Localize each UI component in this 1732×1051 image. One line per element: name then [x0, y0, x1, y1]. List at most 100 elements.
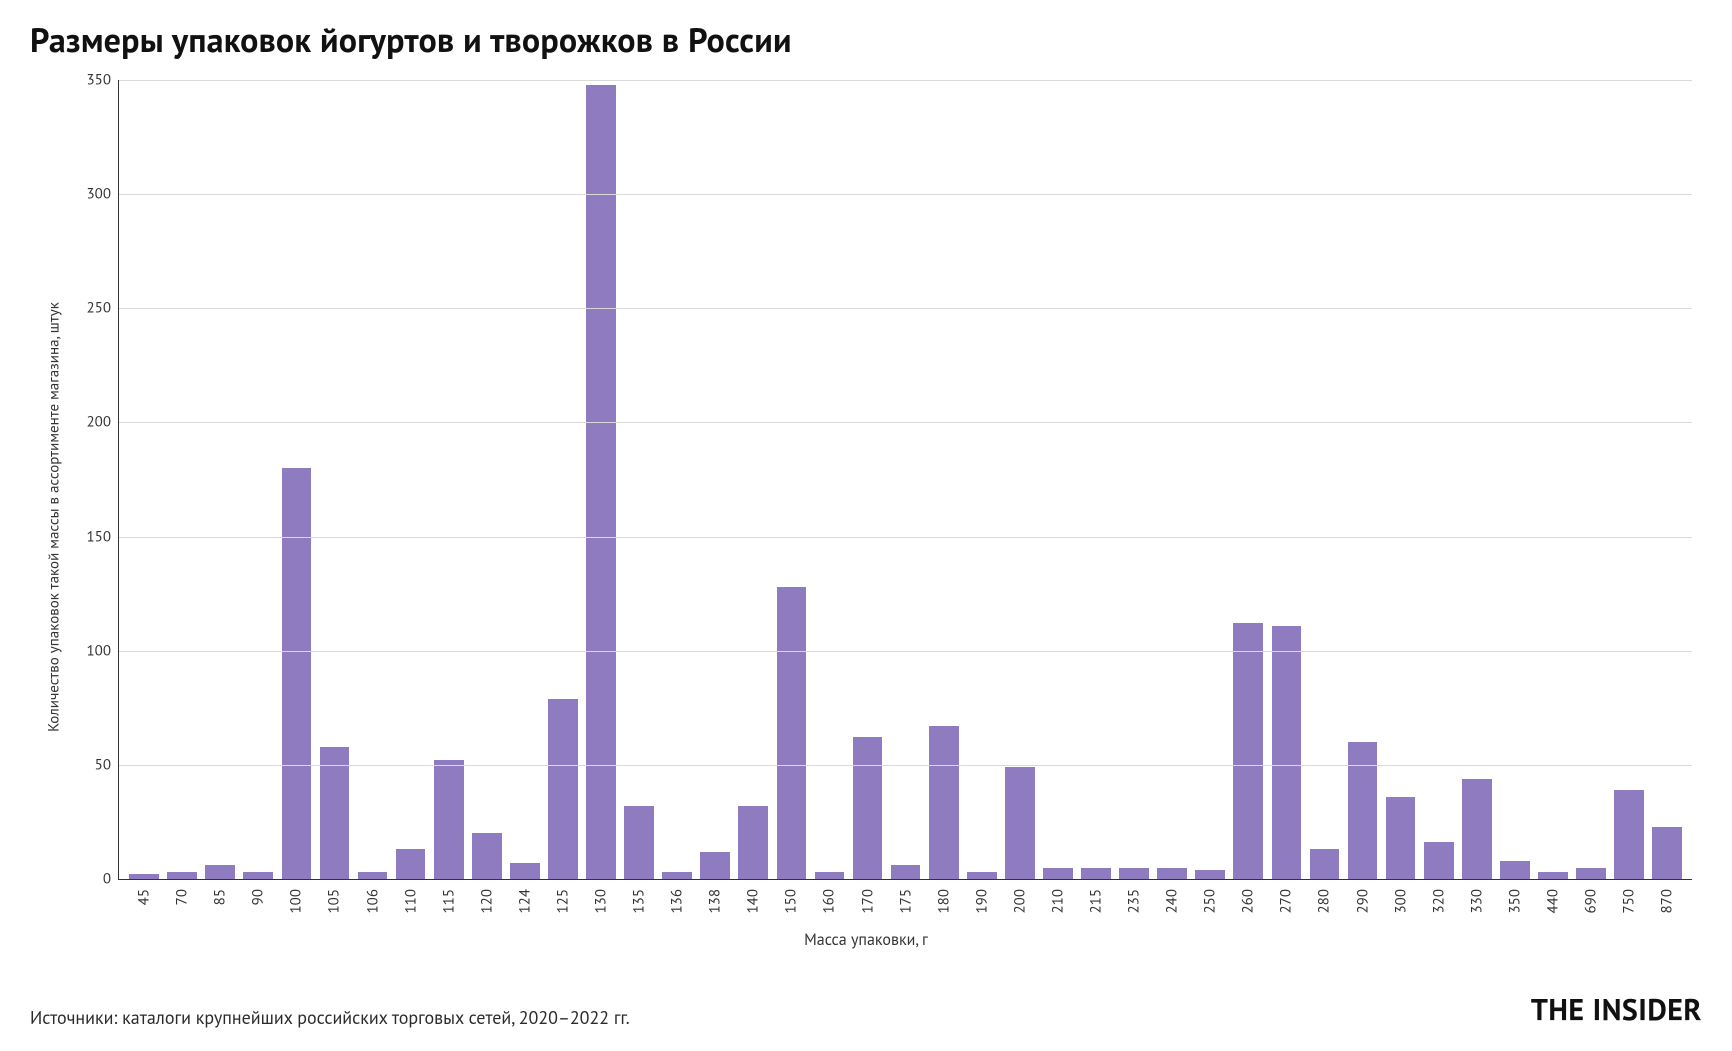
bar — [396, 849, 426, 879]
source-text: Источники: каталоги крупнейших российски… — [30, 1006, 630, 1029]
x-tick-label: 270 — [1277, 889, 1296, 914]
bar — [1538, 872, 1568, 879]
x-tick-label: 110 — [401, 889, 420, 914]
x-tick-label: 90 — [249, 889, 268, 905]
bar-slot: 125 — [544, 80, 582, 879]
y-tick-label: 350 — [86, 71, 111, 90]
bar-slot: 350 — [1496, 80, 1534, 879]
bar — [1310, 849, 1340, 879]
bar — [205, 865, 235, 879]
x-tick-label: 135 — [630, 889, 649, 914]
gridline — [119, 765, 1692, 766]
gridline — [119, 537, 1692, 538]
x-tick-label: 138 — [706, 889, 725, 914]
x-tick-label: 260 — [1239, 889, 1258, 914]
x-tick-label: 180 — [934, 889, 953, 914]
bar-slot: 136 — [658, 80, 696, 879]
bar — [777, 587, 807, 879]
bar — [1386, 797, 1416, 879]
bar-slot: 120 — [468, 80, 506, 879]
bar — [1081, 868, 1111, 879]
x-tick-label: 250 — [1201, 889, 1220, 914]
bar — [548, 699, 578, 879]
x-tick-label: 115 — [439, 889, 458, 914]
x-tick-label: 690 — [1582, 889, 1601, 914]
x-tick-label: 45 — [135, 889, 154, 905]
bar — [320, 747, 350, 879]
bar — [472, 833, 502, 879]
x-tick-label: 160 — [820, 889, 839, 914]
x-tick-label: 105 — [325, 889, 344, 914]
bar — [1348, 742, 1378, 879]
bar — [1462, 779, 1492, 879]
y-tick-label: 150 — [86, 527, 111, 546]
bar-slot: 210 — [1039, 80, 1077, 879]
gridline — [119, 422, 1692, 423]
bar-slot: 180 — [925, 80, 963, 879]
bar-slot: 750 — [1610, 80, 1648, 879]
bar — [624, 806, 654, 879]
chart-title: Размеры упаковок йогуртов и творожков в … — [30, 18, 1702, 62]
x-tick-label: 210 — [1048, 889, 1067, 914]
bar-slot: 130 — [582, 80, 620, 879]
bar-slot: 190 — [963, 80, 1001, 879]
bar-slot: 150 — [772, 80, 810, 879]
bar-slot: 200 — [1001, 80, 1039, 879]
x-tick-label: 750 — [1620, 889, 1639, 914]
x-tick-label: 240 — [1163, 889, 1182, 914]
bar — [1233, 623, 1263, 879]
x-tick-label: 85 — [211, 889, 230, 905]
bar-slot: 280 — [1305, 80, 1343, 879]
bar-slot: 330 — [1458, 80, 1496, 879]
x-tick-label: 120 — [477, 889, 496, 914]
bar — [700, 852, 730, 879]
bar — [586, 85, 616, 879]
y-tick-label: 50 — [95, 755, 111, 774]
bar-slot: 300 — [1382, 80, 1420, 879]
bar-slot: 110 — [392, 80, 430, 879]
gridline — [119, 194, 1692, 195]
bar-slot: 140 — [734, 80, 772, 879]
x-tick-label: 290 — [1353, 889, 1372, 914]
bar-slot: 170 — [848, 80, 886, 879]
bar-slot: 124 — [506, 80, 544, 879]
bar-slot: 90 — [239, 80, 277, 879]
chart-container: Количество упаковок такой массы в ассорт… — [30, 72, 1702, 962]
x-tick-label: 175 — [896, 889, 915, 914]
bar — [662, 872, 692, 879]
x-tick-label: 350 — [1505, 889, 1524, 914]
y-tick-label: 0 — [103, 870, 111, 889]
bar-slot: 270 — [1267, 80, 1305, 879]
bar-slot: 175 — [887, 80, 925, 879]
bar — [1043, 868, 1073, 879]
y-tick-label: 300 — [86, 185, 111, 204]
bar-slot: 45 — [125, 80, 163, 879]
x-axis-label: Масса упаковки, г — [804, 930, 928, 950]
bar-slot: 235 — [1115, 80, 1153, 879]
bar-slot: 138 — [696, 80, 734, 879]
bar — [853, 737, 883, 879]
y-tick-label: 250 — [86, 299, 111, 318]
bar-slot: 160 — [810, 80, 848, 879]
bar — [1272, 626, 1302, 879]
bar-slot: 105 — [315, 80, 353, 879]
bar — [1652, 827, 1682, 880]
bar — [738, 806, 768, 879]
x-tick-label: 300 — [1391, 889, 1410, 914]
bar-slot: 135 — [620, 80, 658, 879]
x-tick-label: 100 — [287, 889, 306, 914]
bar-slot: 215 — [1077, 80, 1115, 879]
x-tick-label: 70 — [173, 889, 192, 905]
x-tick-label: 440 — [1543, 889, 1562, 914]
bar-slot: 100 — [277, 80, 315, 879]
plot-area: 4570859010010510611011512012412513013513… — [118, 80, 1692, 880]
brand-logo: THE INSIDER — [1531, 990, 1702, 1029]
x-tick-label: 106 — [363, 889, 382, 914]
bar — [129, 874, 159, 879]
x-tick-label: 140 — [744, 889, 763, 914]
bar — [815, 872, 845, 879]
y-tick-label: 200 — [86, 413, 111, 432]
x-tick-label: 320 — [1429, 889, 1448, 914]
gridline — [119, 651, 1692, 652]
bar-slot: 440 — [1534, 80, 1572, 879]
